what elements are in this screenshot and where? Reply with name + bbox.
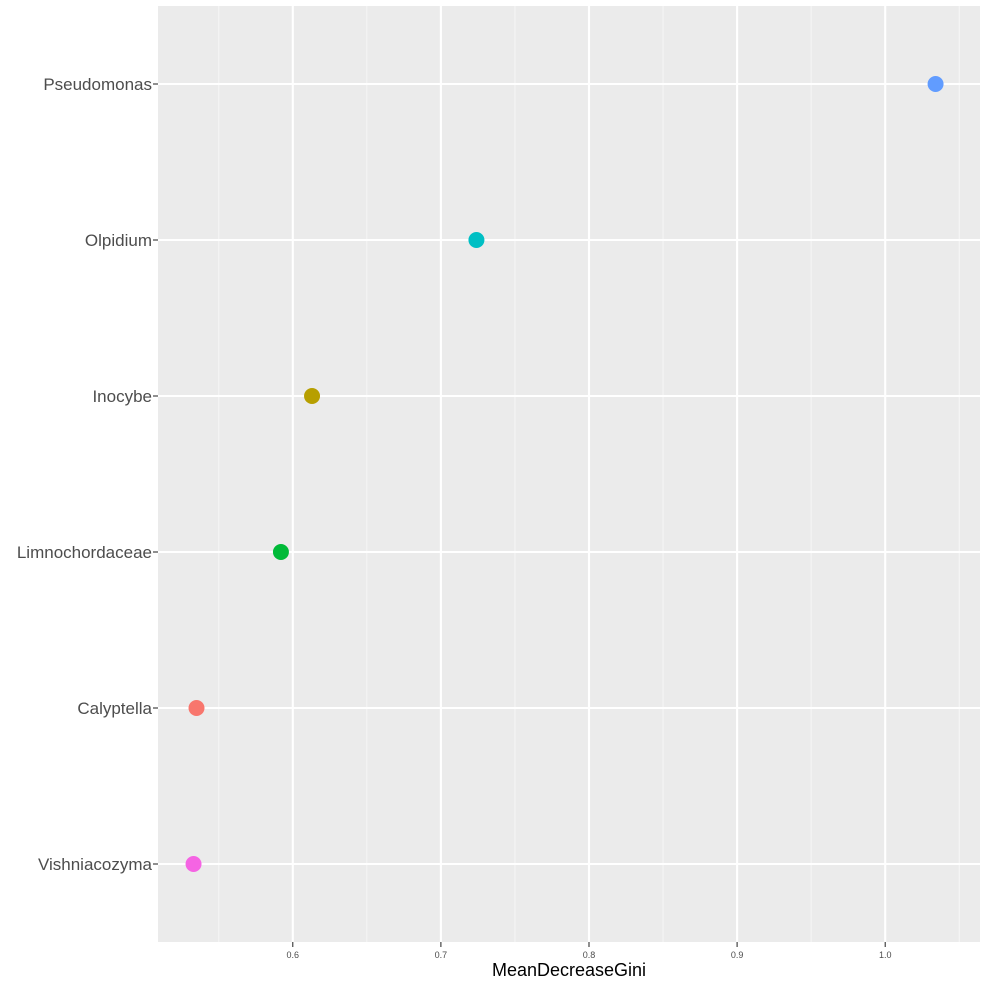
y-tick-label: Calyptella xyxy=(77,699,152,718)
x-axis-title: MeanDecreaseGini xyxy=(492,960,646,980)
x-tick-label: 1.0 xyxy=(879,950,892,960)
y-tick-label: Limnochordaceae xyxy=(17,543,152,562)
x-tick-label: 0.6 xyxy=(287,950,300,960)
y-axis: Pseudomonas Olpidium Inocybe Limnochordacea… xyxy=(17,75,158,874)
plot-panel xyxy=(158,6,980,942)
minor-gridlines xyxy=(218,6,960,942)
y-tick-label: Vishniacozyma xyxy=(38,855,153,874)
data-point-olpidium xyxy=(468,232,485,248)
data-point-vishniacozyma xyxy=(185,856,202,872)
y-tick-label: Olpidium xyxy=(85,231,152,250)
data-point-calyptella xyxy=(188,700,205,716)
y-tick-label: Inocybe xyxy=(92,387,152,406)
data-point-limnochordaceae xyxy=(272,544,289,560)
data-point-pseudomonas xyxy=(927,76,944,92)
y-tick-label: Pseudomonas xyxy=(43,75,152,94)
x-tick-label: 0.7 xyxy=(435,950,448,960)
data-point-inocybe xyxy=(304,388,321,404)
major-gridlines xyxy=(158,6,980,942)
x-tick-label: 0.8 xyxy=(583,950,596,960)
x-axis: 0.6 0.7 0.8 0.9 1.0 xyxy=(287,942,892,960)
data-points xyxy=(185,76,944,872)
x-tick-label: 0.9 xyxy=(731,950,744,960)
